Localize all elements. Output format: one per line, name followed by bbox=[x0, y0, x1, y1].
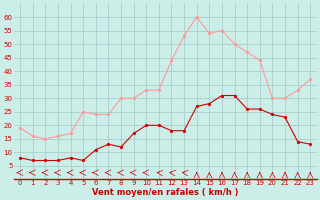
X-axis label: Vent moyen/en rafales ( km/h ): Vent moyen/en rafales ( km/h ) bbox=[92, 188, 238, 197]
